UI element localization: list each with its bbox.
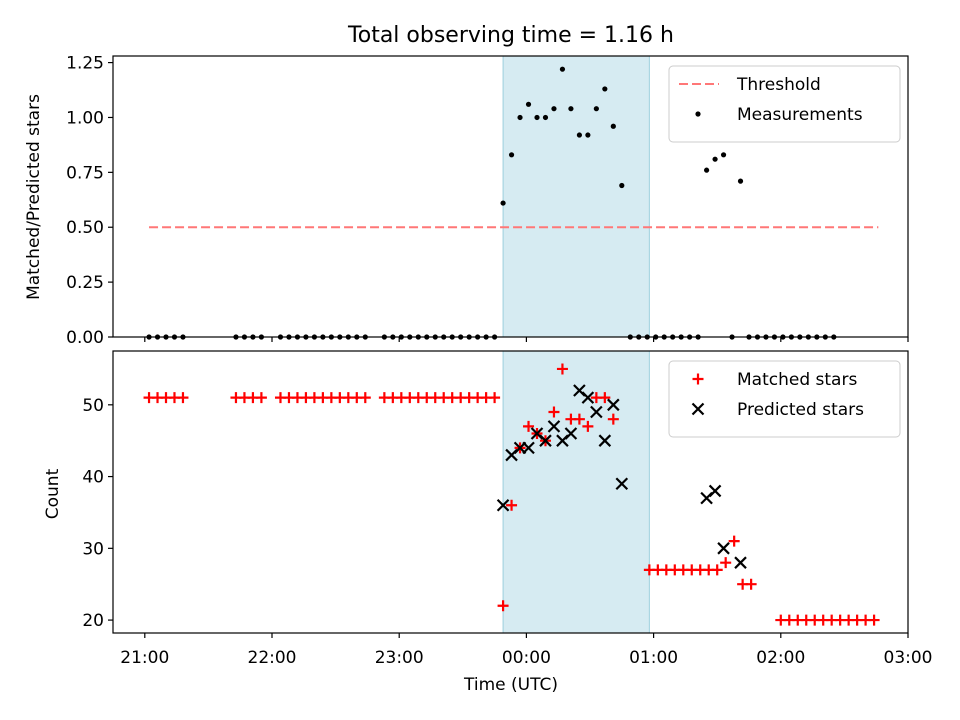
top-y-tick-label: 1.25 [66,54,104,74]
matched-stars-point [523,420,535,432]
measurements-point [551,106,557,112]
matched-stars-point [573,413,585,425]
predicted-stars-point [717,542,730,555]
measurements-point [525,101,532,107]
predicted-stars-point [547,420,561,433]
top-panel: 0.00 0.25 0.50 0.75 1.00 1.25 Threshold Measure… [66,54,909,348]
predicted-stars-point [522,441,535,455]
predicted-stars-point [615,477,629,491]
measurements-point [737,178,744,184]
measurements-point [568,106,574,112]
predicted-stars-point [539,434,552,447]
measurements-point [593,106,599,112]
measurements-point [576,132,583,138]
predicted-stars-point [607,398,620,412]
measurements-point [610,123,616,129]
x-tick-label: 21:00 [120,648,169,668]
legend-measurements-label: Measurements [737,105,863,125]
predicted-stars-point [564,427,578,440]
matched-stars-point [497,600,509,612]
measurements-point [704,167,710,173]
chart-title: Total observing time = 1.16 h [347,23,674,48]
bottom-y-axis-label: Count [43,468,63,519]
top-y-tick-label: 0.75 [66,163,104,183]
bottom-y-tick-label: 30 [82,539,104,559]
matched-stars-point [489,392,501,404]
top-y-tick-label: 0.25 [66,273,104,293]
matched-stars-point [548,406,560,418]
matched-stars-point [711,564,723,576]
measurements-point [500,200,506,206]
predicted-stars-point [708,484,722,498]
matched-stars-point [720,557,732,569]
predicted-stars-point [581,391,595,404]
measurements-point [508,152,515,158]
measurements-point [542,114,549,121]
matched-stars-point [255,392,267,404]
top-legend [668,65,901,143]
matched-stars-point [359,392,371,404]
legend-predicted-stars-swatch [691,402,705,416]
bottom-axes-frame [112,350,909,634]
matched-stars-point [177,392,189,404]
matched-stars-point [868,614,880,626]
measurements-point [619,182,625,189]
x-axis-label: Time (UTC) [463,675,558,695]
x-tick-label: 23:00 [375,648,424,668]
measurements-point [559,66,566,72]
legend-predicted-stars-label: Predicted stars [737,400,864,420]
x-tick-label: 22:00 [248,648,297,668]
legend-threshold-label: Threshold [736,75,821,95]
top-y-tick-label: 0.00 [66,328,104,348]
legend-measurements-swatch [695,111,701,117]
measurements-point [585,132,591,138]
matched-stars-point [599,392,611,404]
matched-stars-point [728,535,740,547]
measurements-point [517,114,523,121]
predicted-stars-point [496,498,510,512]
predicted-stars-point [598,434,612,447]
matched-stars-point [745,578,757,590]
legend-matched-stars-label: Matched stars [737,370,857,390]
measurements-point [712,156,718,162]
matched-stars-point [607,413,619,425]
matched-stars-point [506,499,518,511]
measurements-point [534,114,540,121]
legend-matched-stars-swatch [692,373,704,385]
bottom-y-tick-label: 50 [82,396,104,416]
x-tick-label: 01:00 [629,648,678,668]
measurements-point [720,152,727,158]
x-tick-label: 02:00 [756,648,805,668]
top-y-tick-label: 1.00 [66,108,104,128]
x-tick-label: 03:00 [884,648,933,668]
matched-stars-point [556,363,568,375]
bottom-legend [668,360,901,438]
x-tick-label: 00:00 [502,648,551,668]
top-y-axis-label: Matched/Predicted stars [24,94,44,300]
matched-stars-point [582,420,594,432]
bottom-observing-span [502,350,650,634]
bottom-panel: 20 30 40 50 21:00 22:00 23:00 00:00 01:00 02:00 03… [82,350,933,668]
bottom-y-tick-label: 40 [82,468,104,488]
top-observing-span [502,55,650,338]
predicted-stars-point [590,405,603,419]
measurements-point [602,86,608,92]
bottom-y-tick-label: 20 [82,611,104,631]
top-y-tick-label: 0.50 [66,218,104,238]
predicted-stars-point [734,556,747,569]
top-axes-frame [112,55,909,338]
